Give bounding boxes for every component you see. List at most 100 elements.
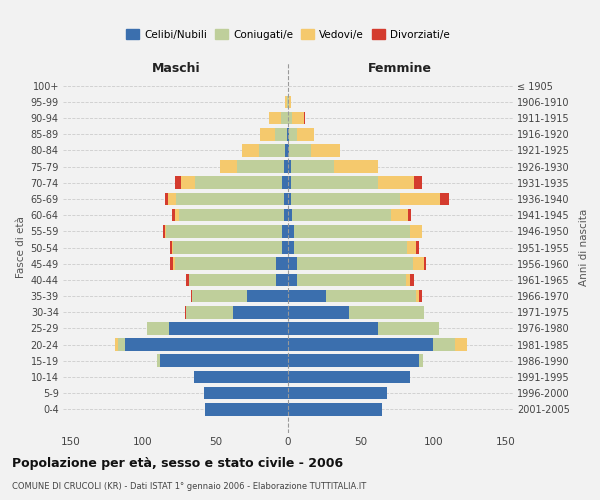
Bar bbox=[172, 209, 175, 222]
Bar bbox=[173, 258, 175, 270]
Bar bbox=[169, 322, 288, 334]
Bar bbox=[233, 306, 288, 318]
Bar bbox=[297, 258, 413, 270]
Bar bbox=[242, 144, 259, 156]
Bar bbox=[288, 387, 387, 400]
Bar bbox=[167, 192, 176, 205]
Bar bbox=[287, 96, 288, 108]
Bar bbox=[160, 354, 288, 367]
Bar bbox=[173, 241, 282, 254]
Bar bbox=[277, 258, 288, 270]
Bar bbox=[288, 112, 292, 124]
Bar bbox=[189, 274, 277, 286]
Bar bbox=[172, 241, 173, 254]
Bar bbox=[288, 128, 289, 140]
Bar bbox=[284, 209, 288, 222]
Bar bbox=[204, 387, 288, 400]
Bar bbox=[291, 160, 334, 173]
Bar bbox=[292, 209, 391, 222]
Bar bbox=[291, 176, 378, 189]
Bar bbox=[205, 403, 288, 415]
Bar bbox=[275, 128, 287, 140]
Bar bbox=[175, 176, 181, 189]
Bar bbox=[288, 258, 297, 270]
Bar bbox=[288, 274, 297, 286]
Bar bbox=[118, 338, 125, 351]
Bar bbox=[419, 354, 423, 367]
Y-axis label: Anni di nascita: Anni di nascita bbox=[579, 209, 589, 286]
Bar bbox=[281, 112, 288, 124]
Bar bbox=[440, 192, 449, 205]
Bar bbox=[288, 290, 326, 302]
Bar bbox=[288, 144, 289, 156]
Bar bbox=[406, 274, 410, 286]
Bar bbox=[288, 306, 349, 318]
Bar bbox=[285, 96, 287, 108]
Bar bbox=[288, 322, 378, 334]
Bar bbox=[179, 209, 284, 222]
Bar bbox=[163, 225, 164, 237]
Bar bbox=[311, 144, 340, 156]
Text: Maschi: Maschi bbox=[152, 62, 200, 75]
Bar bbox=[288, 354, 419, 367]
Bar bbox=[294, 225, 410, 237]
Bar bbox=[175, 209, 179, 222]
Bar bbox=[181, 176, 195, 189]
Bar bbox=[400, 192, 440, 205]
Bar bbox=[259, 144, 285, 156]
Bar bbox=[391, 209, 409, 222]
Bar bbox=[378, 176, 414, 189]
Bar bbox=[409, 209, 412, 222]
Bar bbox=[288, 209, 292, 222]
Y-axis label: Fasce di età: Fasce di età bbox=[16, 216, 26, 278]
Bar bbox=[164, 225, 166, 237]
Bar bbox=[288, 160, 291, 173]
Bar bbox=[282, 241, 288, 254]
Bar bbox=[414, 176, 422, 189]
Bar bbox=[455, 338, 467, 351]
Bar bbox=[288, 176, 291, 189]
Bar bbox=[269, 112, 281, 124]
Bar bbox=[191, 290, 192, 302]
Bar bbox=[334, 160, 378, 173]
Bar bbox=[304, 112, 305, 124]
Bar bbox=[288, 338, 433, 351]
Bar bbox=[424, 258, 426, 270]
Bar bbox=[237, 160, 284, 173]
Bar bbox=[416, 290, 419, 302]
Bar bbox=[115, 338, 118, 351]
Bar bbox=[288, 225, 294, 237]
Bar bbox=[292, 112, 304, 124]
Bar bbox=[260, 128, 275, 140]
Bar bbox=[289, 128, 297, 140]
Bar bbox=[407, 241, 416, 254]
Text: COMUNE DI CRUCOLI (KR) - Dati ISTAT 1° gennaio 2006 - Elaborazione TUTTITALIA.IT: COMUNE DI CRUCOLI (KR) - Dati ISTAT 1° g… bbox=[12, 482, 366, 491]
Bar bbox=[195, 176, 282, 189]
Bar bbox=[185, 306, 187, 318]
Bar bbox=[194, 370, 288, 384]
Bar bbox=[297, 128, 314, 140]
Bar bbox=[166, 225, 282, 237]
Bar bbox=[175, 258, 277, 270]
Bar bbox=[125, 338, 288, 351]
Bar bbox=[288, 192, 291, 205]
Bar bbox=[147, 322, 169, 334]
Bar bbox=[349, 306, 424, 318]
Bar bbox=[220, 160, 237, 173]
Bar bbox=[289, 96, 291, 108]
Bar bbox=[176, 192, 284, 205]
Bar bbox=[277, 274, 288, 286]
Bar bbox=[284, 192, 288, 205]
Bar bbox=[170, 258, 173, 270]
Bar bbox=[413, 258, 424, 270]
Bar bbox=[187, 274, 189, 286]
Bar bbox=[187, 306, 233, 318]
Bar bbox=[326, 290, 416, 302]
Bar bbox=[157, 354, 160, 367]
Bar bbox=[288, 370, 410, 384]
Bar bbox=[287, 128, 288, 140]
Bar bbox=[284, 160, 288, 173]
Bar bbox=[288, 403, 382, 415]
Bar bbox=[170, 241, 172, 254]
Bar bbox=[378, 322, 439, 334]
